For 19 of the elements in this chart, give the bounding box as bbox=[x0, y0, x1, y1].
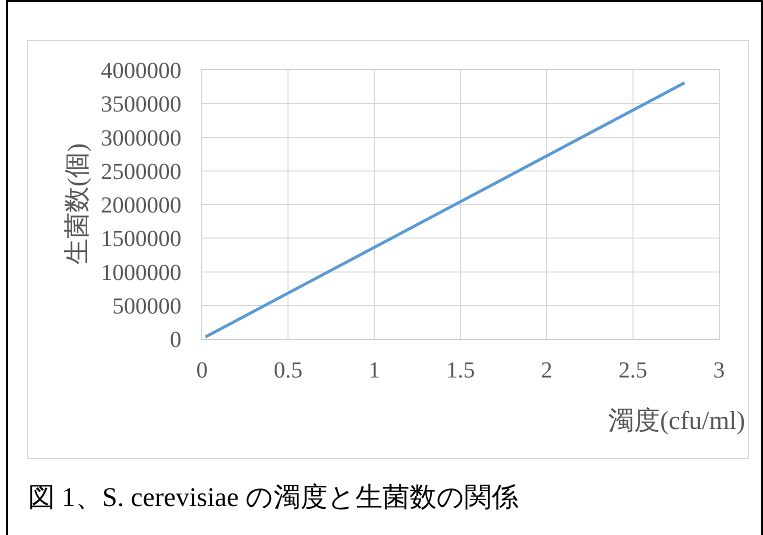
y-tick-label: 1000000 bbox=[100, 260, 182, 285]
x-tick-label: 0.5 bbox=[274, 358, 303, 383]
x-tick-label: 0 bbox=[196, 358, 208, 383]
x-tick-label: 1.5 bbox=[446, 358, 475, 383]
y-axis-title: 生菌数(個) bbox=[62, 143, 92, 264]
y-tick-label: 3500000 bbox=[100, 92, 182, 117]
y-tick-label: 1500000 bbox=[100, 226, 182, 252]
y-tick-label: 3000000 bbox=[100, 125, 182, 150]
x-tick-label: 3 bbox=[713, 358, 725, 383]
x-tick-label: 2 bbox=[540, 358, 552, 383]
x-tick-label: 1 bbox=[368, 358, 380, 383]
y-tick-label: 2000000 bbox=[100, 192, 182, 218]
y-tick-label: 2500000 bbox=[100, 158, 182, 184]
y-tick-label: 500000 bbox=[112, 293, 182, 318]
y-tick-label: 4000000 bbox=[100, 58, 182, 84]
y-tick-label: 0 bbox=[170, 327, 182, 352]
caption: 図 1、S. cerevisiae の濁度と生菌数の関係 bbox=[28, 482, 518, 512]
x-tick-label: 2.5 bbox=[618, 358, 648, 383]
x-axis-title: 濁度(cfu/ml) bbox=[608, 406, 746, 435]
